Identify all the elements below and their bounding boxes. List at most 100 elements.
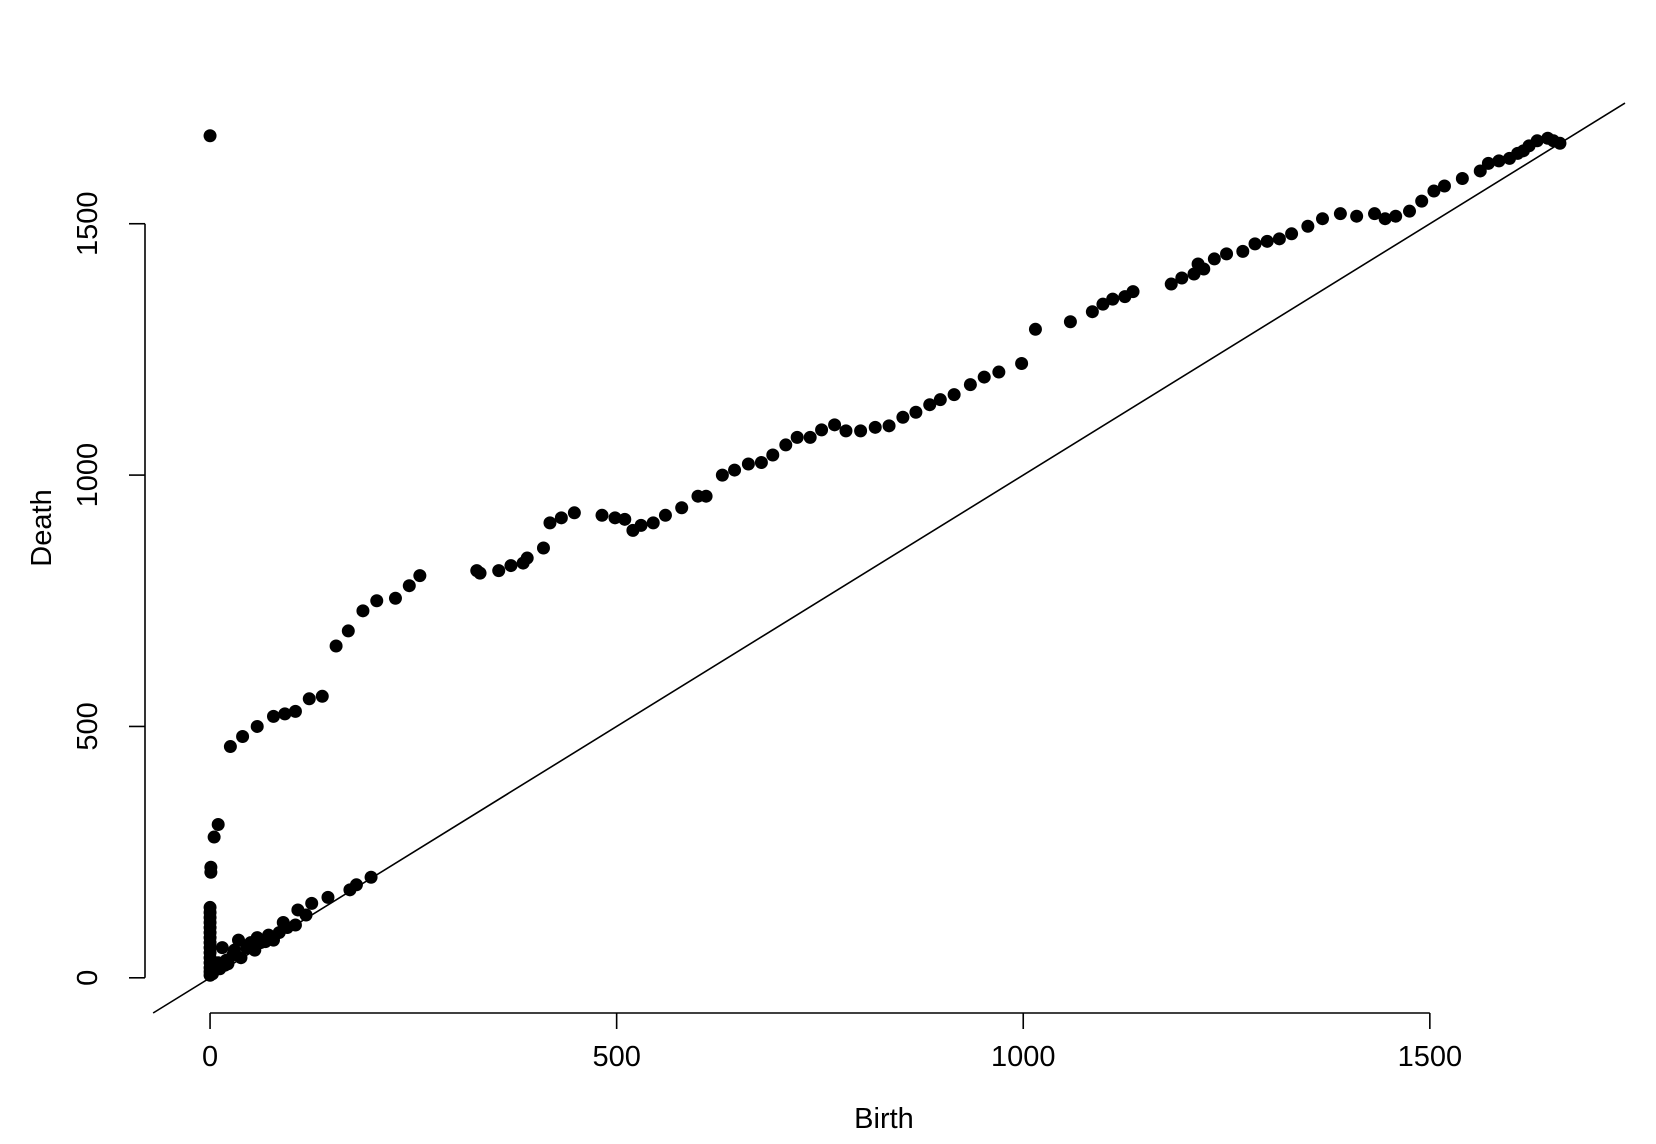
data-point: [699, 489, 713, 503]
data-point: [882, 419, 896, 433]
data-point: [203, 129, 217, 143]
data-point: [364, 870, 378, 884]
data-point: [1015, 356, 1029, 370]
data-point: [1096, 297, 1110, 311]
x-tick-label: 0: [202, 1041, 218, 1073]
data-point: [646, 516, 660, 530]
data-point: [266, 709, 280, 723]
data-point: [349, 878, 363, 892]
data-point: [1389, 209, 1403, 223]
data-point: [536, 541, 550, 555]
data-point: [302, 692, 316, 706]
data-point: [790, 430, 804, 444]
y-tick-label: 1000: [72, 443, 104, 508]
data-point: [1126, 285, 1140, 299]
data-point: [203, 900, 217, 914]
data-point: [1248, 237, 1262, 251]
data-point: [868, 420, 882, 434]
data-point: [288, 704, 302, 718]
data-point: [658, 508, 672, 522]
data-point: [1492, 154, 1506, 168]
x-tick-label: 1500: [1398, 1041, 1463, 1073]
x-axis-title: Birth: [854, 1103, 914, 1135]
data-point: [1175, 271, 1189, 285]
data-point: [236, 730, 250, 744]
diagonal-reference-line: [152, 102, 1626, 1014]
data-point: [977, 370, 991, 384]
data-point: [766, 448, 780, 462]
data-point: [1028, 322, 1042, 336]
data-point: [909, 405, 923, 419]
data-point: [315, 689, 329, 703]
data-point: [1085, 305, 1099, 319]
plot-region: [152, 102, 1626, 1014]
data-point: [504, 559, 518, 573]
data-point: [1350, 209, 1364, 223]
data-point: [963, 378, 977, 392]
y-tick-label: 500: [72, 702, 104, 750]
data-point: [413, 569, 427, 583]
data-point: [754, 456, 768, 470]
data-point: [1368, 207, 1382, 221]
data-point: [543, 516, 557, 530]
data-point: [1553, 136, 1567, 150]
y-tick-label: 1500: [72, 191, 104, 256]
data-point: [1333, 207, 1347, 221]
data-point: [815, 423, 829, 437]
data-point: [305, 896, 319, 910]
data-point: [321, 890, 335, 904]
data-point: [1236, 244, 1250, 258]
data-point: [204, 860, 218, 874]
data-point: [1220, 247, 1234, 261]
data-point: [854, 424, 868, 438]
data-point: [839, 424, 853, 438]
data-point: [215, 941, 229, 955]
y-axis: 0 500 1000 1500: [72, 191, 146, 986]
data-point: [1301, 219, 1315, 233]
data-point: [329, 639, 343, 653]
data-point: [1272, 232, 1286, 246]
data-point: [1207, 252, 1221, 266]
data-point: [923, 398, 937, 412]
data-point: [1315, 212, 1329, 226]
data-point: [803, 430, 817, 444]
data-point: [992, 365, 1006, 379]
data-point: [492, 564, 506, 578]
data-point: [1437, 179, 1451, 193]
data-points: [203, 129, 1567, 982]
data-point: [473, 566, 487, 580]
data-point: [1106, 292, 1120, 306]
data-point: [828, 418, 842, 432]
data-point: [1187, 267, 1201, 281]
data-point: [675, 501, 689, 515]
data-point: [933, 393, 947, 407]
data-point: [947, 388, 961, 402]
data-point: [741, 457, 755, 471]
data-point: [1415, 194, 1429, 208]
data-point: [896, 410, 910, 424]
x-axis: 0 500 1000 1500: [202, 1012, 1463, 1073]
data-point: [207, 830, 221, 844]
data-point: [779, 438, 793, 452]
data-point: [567, 506, 581, 520]
data-point: [1403, 204, 1417, 218]
data-point: [1455, 171, 1469, 185]
data-point: [356, 604, 370, 618]
x-tick-label: 500: [592, 1041, 640, 1073]
data-point: [1378, 212, 1392, 226]
data-point: [288, 918, 302, 932]
data-point: [211, 817, 225, 831]
data-point: [234, 951, 248, 965]
data-point: [608, 511, 622, 525]
data-point: [278, 707, 292, 721]
data-point: [1285, 227, 1299, 241]
data-point: [402, 579, 416, 593]
x-tick-label: 1000: [991, 1041, 1056, 1073]
data-point: [634, 518, 648, 532]
y-axis-title: Death: [26, 489, 58, 566]
data-point: [341, 624, 355, 638]
data-point: [1530, 134, 1544, 148]
y-tick-label: 0: [72, 970, 104, 986]
data-point: [299, 908, 313, 922]
